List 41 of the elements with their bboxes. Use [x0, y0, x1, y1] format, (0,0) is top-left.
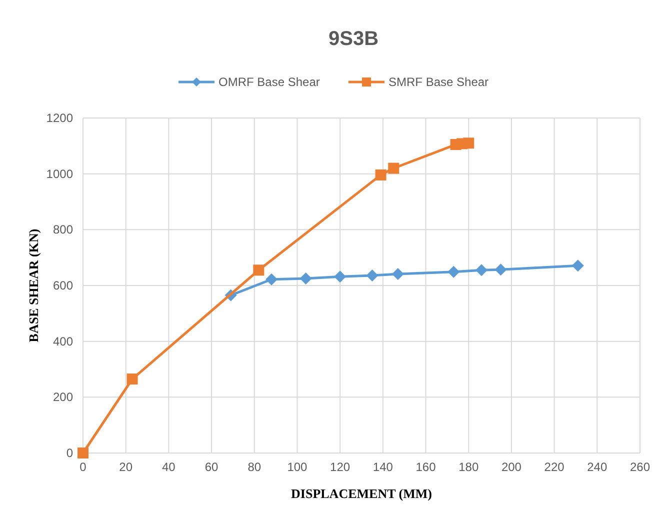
x-tick-label: 180	[458, 460, 479, 474]
x-tick-label: 200	[501, 460, 522, 474]
point	[494, 264, 507, 276]
x-tick-label: 60	[204, 460, 219, 474]
point	[463, 138, 474, 149]
y-tick-label: 800	[52, 222, 74, 237]
point	[78, 448, 88, 458]
x-tick-label: 220	[544, 460, 565, 474]
y-tick-label: 400	[52, 334, 74, 348]
point	[572, 260, 584, 272]
point	[334, 270, 346, 283]
y-tick-label: 1200	[46, 111, 74, 125]
point	[300, 272, 312, 285]
point	[126, 374, 138, 385]
point	[392, 268, 404, 280]
point	[475, 264, 488, 276]
x-tick-label: 20	[119, 460, 133, 474]
legend-label: SMRF Base Shear	[388, 75, 489, 89]
x-tick-label: 160	[416, 460, 436, 474]
y-axis-title: BASE SHEAR (KN)	[26, 228, 41, 342]
x-tick-label: 140	[372, 460, 394, 474]
x-tick-label: 240	[587, 460, 608, 474]
x-tick-label: 40	[162, 460, 176, 474]
point	[448, 266, 460, 278]
x-tick-label: 120	[330, 460, 350, 474]
x-tick-label: 80	[248, 460, 262, 474]
x-tick-label: 260	[630, 460, 650, 474]
y-tick-label: 0	[66, 446, 74, 460]
x-axis-title: DISPLACEMENT (MM)	[291, 486, 432, 501]
x-tick-label: 0	[80, 460, 87, 474]
point	[266, 273, 278, 286]
point	[366, 269, 378, 282]
chart-title: 9S3B	[328, 28, 379, 50]
point	[375, 169, 386, 180]
y-tick-label: 1000	[46, 166, 74, 181]
point	[253, 264, 264, 276]
point	[388, 162, 400, 174]
x-tick-label: 100	[287, 460, 308, 474]
y-tick-label: 200	[52, 390, 74, 404]
legend-label: OMRF Base Shear	[218, 75, 320, 89]
y-tick-label: 600	[52, 278, 74, 292]
